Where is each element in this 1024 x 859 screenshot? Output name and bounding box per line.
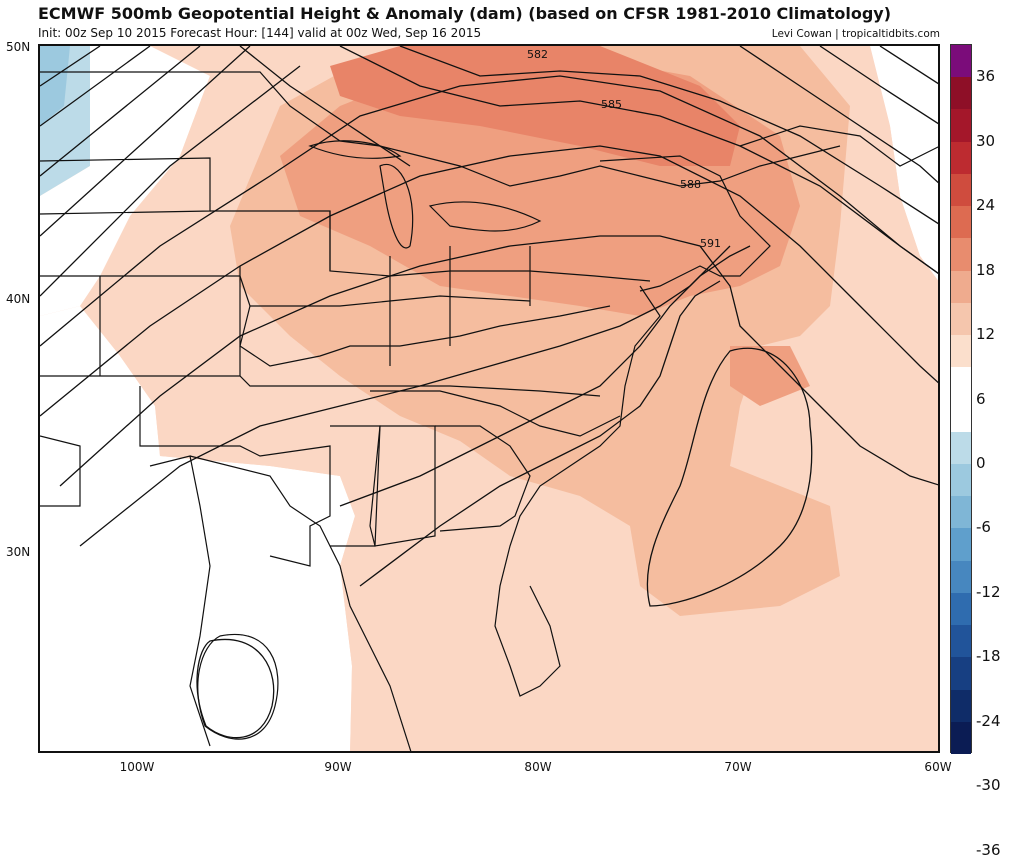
chart-subtitle: Init: 00z Sep 10 2015 Forecast Hour: [14… — [38, 26, 482, 40]
colorbar-segment — [951, 141, 971, 175]
coastline-newengland — [599, 155, 771, 292]
colorbar-segment — [951, 399, 971, 433]
us-canada-border — [40, 71, 841, 187]
colorbar-label: -36 — [976, 840, 1001, 859]
colorbar-segment — [951, 592, 971, 626]
colorbar-label: 36 — [976, 67, 996, 86]
contour-label: 585 — [601, 98, 622, 111]
colorbar-segment — [951, 206, 971, 239]
colorbar-segment — [951, 625, 971, 658]
colorbar-label: -24 — [976, 711, 1001, 730]
map-panel: 582 585 588 591 — [38, 44, 940, 753]
contour-label: 588 — [680, 178, 701, 191]
lon-label: 100W — [119, 760, 155, 774]
contour-label: 582 — [527, 48, 548, 61]
lake-superior — [308, 140, 402, 159]
state-line-g — [370, 390, 621, 437]
colorbar — [950, 44, 972, 755]
colorbar-label: -6 — [976, 518, 991, 537]
state-line-e — [139, 386, 331, 567]
colorbar-segment — [951, 431, 971, 465]
contour-label: 591 — [700, 237, 721, 250]
colorbar-label: 6 — [976, 389, 986, 408]
colorbar-label: 24 — [976, 196, 996, 215]
coastline-mexico — [197, 633, 279, 740]
state-alabama — [369, 425, 436, 547]
colorbar-label: 12 — [976, 325, 996, 344]
coastline-texas — [149, 455, 211, 747]
state-georgia — [435, 425, 531, 532]
colorbar-segment — [951, 77, 971, 110]
lat-label: 50N — [6, 40, 31, 54]
colorbar-segment — [951, 463, 971, 497]
lon-label: 80W — [524, 760, 552, 774]
lat-label: 30N — [6, 545, 31, 559]
colorbar-segment — [951, 721, 971, 755]
colorbar-segment — [951, 45, 971, 78]
coastline-maritimes — [739, 125, 938, 167]
colorbar-label: -18 — [976, 647, 1001, 666]
zero-anomaly-east — [870, 46, 938, 281]
lat-label: 40N — [6, 292, 31, 306]
chart-title: ECMWF 500mb Geopotential Height & Anomal… — [38, 4, 892, 23]
colorbar-segment — [951, 335, 971, 368]
colorbar-segment — [951, 302, 971, 336]
border-mexico — [40, 435, 81, 507]
colorbar-label: -12 — [976, 582, 1001, 601]
colorbar-segment — [951, 689, 971, 723]
zero-anomaly-west — [40, 46, 210, 316]
colorbar-label: 30 — [976, 131, 996, 150]
zero-anomaly-southwest — [40, 306, 355, 751]
state-mississippi — [330, 425, 381, 547]
colorbar-segment — [951, 528, 971, 562]
credit-text: Levi Cowan | tropicaltidbits.com — [771, 28, 940, 40]
borders — [40, 71, 938, 751]
colorbar-segment — [951, 238, 971, 272]
lake-michigan — [379, 163, 414, 249]
height-contours — [40, 46, 938, 739]
colorbar-label: 0 — [976, 453, 986, 472]
colorbar-segment — [951, 367, 971, 400]
lon-label: 90W — [324, 760, 352, 774]
colorbar-label: -30 — [976, 776, 1001, 795]
colorbar-segment — [951, 560, 971, 594]
contour-label-group: 582 585 588 591 — [527, 48, 721, 250]
coastline-gulf — [189, 455, 412, 751]
map-svg: 582 585 588 591 — [40, 46, 938, 751]
lon-label: 70W — [724, 760, 752, 774]
state-line-c — [40, 275, 531, 307]
colorbar-segment — [951, 109, 971, 143]
lake-erie — [428, 201, 542, 232]
state-verticals — [239, 211, 531, 376]
lon-label: 60W — [924, 760, 952, 774]
colorbar-segment — [951, 270, 971, 304]
coastline-east — [494, 285, 661, 697]
colorbar-segment — [951, 173, 971, 207]
neg-anomaly-core — [40, 46, 70, 126]
state-line-f — [239, 305, 611, 367]
anomaly-offshore — [730, 346, 810, 406]
colorbar-label: 18 — [976, 260, 996, 279]
colorbar-segment — [951, 496, 971, 529]
colorbar-segment — [951, 657, 971, 691]
